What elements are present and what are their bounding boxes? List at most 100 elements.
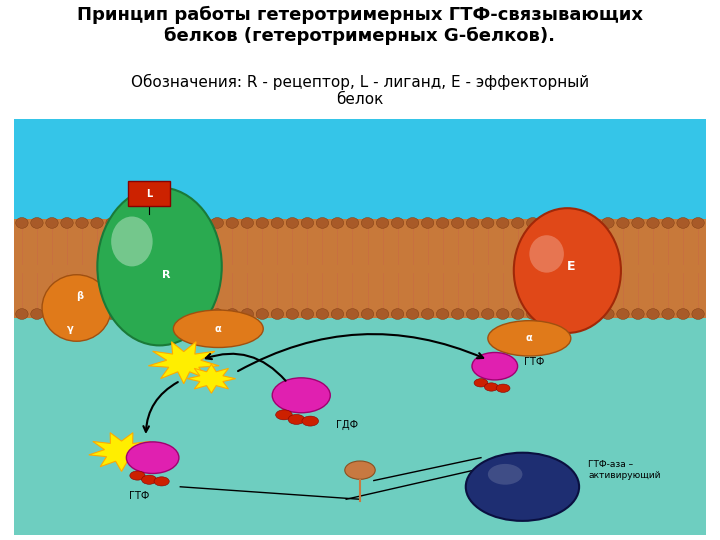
Bar <box>14 219 706 319</box>
Circle shape <box>496 384 510 393</box>
Text: E: E <box>567 260 575 273</box>
Ellipse shape <box>572 309 584 320</box>
Ellipse shape <box>346 218 359 228</box>
Circle shape <box>485 383 498 391</box>
Ellipse shape <box>181 218 194 228</box>
Ellipse shape <box>286 309 299 320</box>
Ellipse shape <box>497 309 509 320</box>
Ellipse shape <box>91 218 103 228</box>
Ellipse shape <box>196 309 209 320</box>
FancyBboxPatch shape <box>128 181 170 206</box>
Ellipse shape <box>316 218 328 228</box>
Text: ГТФ-аза –
активирующий: ГТФ-аза – активирующий <box>588 461 660 480</box>
Ellipse shape <box>60 309 73 320</box>
Circle shape <box>127 442 179 474</box>
Circle shape <box>272 378 330 413</box>
Ellipse shape <box>106 218 118 228</box>
Ellipse shape <box>631 309 644 320</box>
Ellipse shape <box>662 218 674 228</box>
Ellipse shape <box>436 218 449 228</box>
Ellipse shape <box>301 309 314 320</box>
Ellipse shape <box>631 218 644 228</box>
Ellipse shape <box>16 218 28 228</box>
Text: Принцип работы гетеротримерных ГТФ-связывающих
белков (гетеротримерных G-белков): Принцип работы гетеротримерных ГТФ-связы… <box>77 6 643 45</box>
Ellipse shape <box>166 218 179 228</box>
Ellipse shape <box>91 309 103 320</box>
Ellipse shape <box>316 309 328 320</box>
Ellipse shape <box>331 218 343 228</box>
Ellipse shape <box>271 309 284 320</box>
Ellipse shape <box>526 218 539 228</box>
Circle shape <box>472 353 518 380</box>
Ellipse shape <box>256 309 269 320</box>
Ellipse shape <box>557 309 569 320</box>
Ellipse shape <box>361 218 374 228</box>
Ellipse shape <box>406 309 419 320</box>
Ellipse shape <box>301 218 314 228</box>
Ellipse shape <box>557 218 569 228</box>
Circle shape <box>276 410 292 420</box>
Text: ГТФ: ГТФ <box>129 491 149 501</box>
Ellipse shape <box>42 275 111 341</box>
Ellipse shape <box>211 218 223 228</box>
Circle shape <box>488 464 523 485</box>
Ellipse shape <box>121 309 133 320</box>
Text: R: R <box>162 269 171 280</box>
Ellipse shape <box>121 218 133 228</box>
Ellipse shape <box>166 309 179 320</box>
Ellipse shape <box>46 309 58 320</box>
Ellipse shape <box>692 309 704 320</box>
Ellipse shape <box>377 218 389 228</box>
Ellipse shape <box>97 187 222 346</box>
Ellipse shape <box>241 218 253 228</box>
Ellipse shape <box>271 218 284 228</box>
Text: α: α <box>215 324 222 334</box>
Ellipse shape <box>482 309 494 320</box>
Ellipse shape <box>346 309 359 320</box>
Ellipse shape <box>392 218 404 228</box>
Ellipse shape <box>541 309 554 320</box>
Ellipse shape <box>151 218 163 228</box>
Ellipse shape <box>377 309 389 320</box>
Ellipse shape <box>421 309 434 320</box>
Ellipse shape <box>677 309 689 320</box>
Ellipse shape <box>526 309 539 320</box>
Text: α: α <box>526 333 533 343</box>
Ellipse shape <box>467 218 479 228</box>
Ellipse shape <box>181 309 194 320</box>
Circle shape <box>302 416 318 426</box>
Ellipse shape <box>488 321 571 356</box>
Ellipse shape <box>511 309 524 320</box>
Ellipse shape <box>226 218 238 228</box>
Ellipse shape <box>662 309 674 320</box>
Circle shape <box>154 477 169 486</box>
Ellipse shape <box>529 235 564 273</box>
Text: γ: γ <box>66 324 73 334</box>
Polygon shape <box>148 342 219 383</box>
Ellipse shape <box>361 309 374 320</box>
Ellipse shape <box>31 218 43 228</box>
Ellipse shape <box>46 218 58 228</box>
Bar <box>14 119 706 219</box>
Ellipse shape <box>421 218 434 228</box>
Ellipse shape <box>31 309 43 320</box>
Ellipse shape <box>196 218 209 228</box>
Bar <box>14 319 706 535</box>
Ellipse shape <box>406 218 419 228</box>
Ellipse shape <box>647 218 660 228</box>
Text: β: β <box>76 291 84 301</box>
Ellipse shape <box>692 218 704 228</box>
Circle shape <box>130 471 145 480</box>
Ellipse shape <box>174 310 264 348</box>
Circle shape <box>466 453 579 521</box>
Ellipse shape <box>451 309 464 320</box>
Ellipse shape <box>151 309 163 320</box>
Ellipse shape <box>451 218 464 228</box>
Ellipse shape <box>211 309 223 320</box>
Ellipse shape <box>617 218 629 228</box>
Ellipse shape <box>76 309 89 320</box>
Ellipse shape <box>76 218 89 228</box>
Ellipse shape <box>226 309 238 320</box>
Ellipse shape <box>16 309 28 320</box>
Text: Обозначения: R - рецептор, L - лиганд, E - эффекторный
белок: Обозначения: R - рецептор, L - лиганд, E… <box>131 73 589 107</box>
